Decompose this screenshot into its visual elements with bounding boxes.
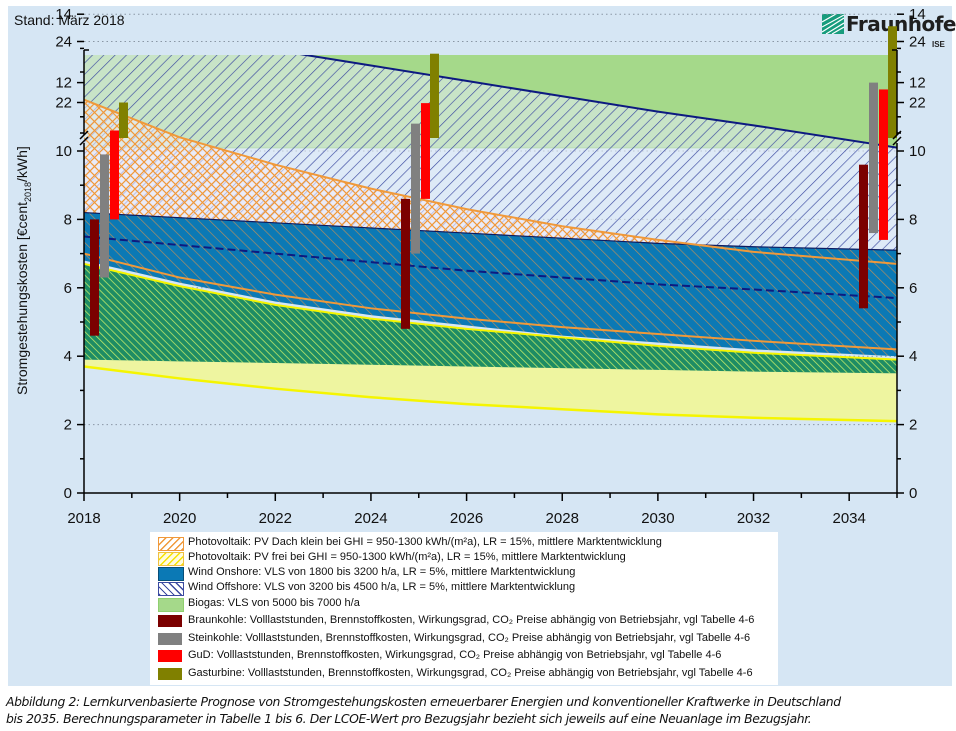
legend: Photovoltaik: PV Dach klein bei GHI = 95… (150, 532, 778, 685)
legend-label: Wind Onshore: VLS von 1800 bis 3200 h/a,… (188, 566, 576, 578)
legend-swatch (158, 668, 182, 680)
legend-swatch (158, 552, 184, 566)
line-pv-dach-lower (84, 252, 897, 351)
legend-swatch (158, 598, 184, 612)
legend-swatch (158, 633, 182, 645)
left-y-tick-label: 14 (55, 6, 72, 23)
legend-label: Wind Offshore: VLS von 3200 bis 4500 h/a… (188, 581, 576, 593)
right-y-tick-label: 0 (909, 485, 917, 502)
legend-swatch (158, 615, 182, 627)
fraunhofer-logo: Fraunhofer ISE (822, 12, 956, 56)
x-tick-label: 2018 (67, 510, 100, 527)
y-axis-label: Stromgestehungskosten [€cent2018/kWh] (14, 146, 33, 395)
bar-steinkohle-2025 (411, 123, 420, 254)
legend-swatch (158, 567, 184, 581)
line-pv-frei-upper (84, 262, 897, 361)
right-y-tick-label: 6 (909, 280, 917, 297)
left-y-tick-label: 10 (55, 143, 72, 160)
right-y-tick-label: 24 (909, 34, 926, 51)
left-y-tick-label: 24 (55, 34, 72, 51)
bar-gasturbine-2025-upper (430, 53, 439, 139)
x-tick-label: 2026 (450, 510, 483, 527)
bar-steinkohle-2018 (100, 154, 109, 278)
left-y-tick-label: 0 (64, 485, 72, 502)
line-pv-dach-upper (84, 98, 897, 265)
left-y-tick-label: 2 (64, 417, 72, 434)
bar-steinkohle-2035 (869, 82, 878, 234)
fraunhofer-logo-icon (822, 14, 844, 34)
logo-subtext: ISE (932, 40, 945, 49)
legend-label: Photovoltaik: PV Dach klein bei GHI = 95… (188, 536, 662, 548)
right-y-tick-label: 12 (909, 75, 926, 92)
x-tick-label: 2020 (163, 510, 196, 527)
legend-swatch (158, 650, 182, 662)
left-y-tick-label: 6 (64, 280, 72, 297)
bar-braunkohle-2025 (401, 198, 410, 329)
caption-line-1: Abbildung 2: Lernkurvenbasierte Prognose… (6, 694, 841, 709)
left-y-tick-label: 8 (64, 211, 72, 228)
line-wind-offshore-upper (299, 55, 897, 149)
right-y-tick-label: 22 (909, 95, 926, 112)
x-tick-label: 2028 (546, 510, 579, 527)
caption-line-2: bis 2035. Berechnungsparameter in Tabell… (6, 711, 812, 726)
left-axis-break-icon (79, 130, 89, 146)
bar-gasturbine-2018-upper (119, 102, 128, 138)
legend-swatch (158, 537, 184, 551)
band-pv-frei-hatch (84, 263, 897, 374)
right-y-tick-label: 8 (909, 211, 917, 228)
x-tick-label: 2034 (832, 510, 865, 527)
x-tick-label: 2022 (259, 510, 292, 527)
bar-gud-2018 (110, 130, 119, 220)
left-y-tick-label: 4 (64, 348, 72, 365)
bar-gud-2025 (421, 103, 430, 199)
bar-gud-2035 (879, 89, 888, 240)
band-wind-onshore-hatch (84, 212, 897, 357)
left-y-tick-label: 12 (55, 75, 72, 92)
line-wind-onshore-mid (84, 235, 897, 300)
legend-label: GuD: Volllaststunden, Brennstoffkosten, … (188, 649, 722, 661)
line-pv-frei-lower (84, 365, 897, 423)
right-y-tick-label: 14 (909, 6, 926, 23)
x-tick-label: 2030 (641, 510, 674, 527)
bands-layer (84, 55, 897, 423)
logo-text: Fraunhofer (846, 12, 956, 36)
right-y-tick-label: 2 (909, 417, 917, 434)
figure-caption: Abbildung 2: Lernkurvenbasierte Prognose… (6, 693, 956, 727)
x-tick-label: 2032 (737, 510, 770, 527)
bar-braunkohle-2018 (90, 219, 99, 336)
legend-label: Steinkohle: Volllaststunden, Brennstoffk… (188, 632, 751, 644)
left-y-tick-label: 22 (55, 95, 72, 112)
x-tick-label: 2024 (354, 510, 387, 527)
legend-label: Braunkohle: Volllaststunden, Brennstoffk… (188, 614, 755, 626)
legend-swatch (158, 582, 184, 596)
status-date: Stand: März 2018 (14, 12, 125, 28)
line-wind-onshore-upper (84, 211, 897, 251)
right-y-tick-label: 4 (909, 348, 917, 365)
legend-label: Biogas: VLS von 5000 bis 7000 h/a (188, 597, 360, 609)
legend-label: Photovoltaik: PV frei bei GHI = 950-1300… (188, 551, 626, 563)
legend-label: Gasturbine: Volllaststunden, Brennstoffk… (188, 667, 753, 679)
bars-layer (90, 26, 897, 336)
bar-braunkohle-2035 (859, 164, 868, 309)
bar-gasturbine-2035-upper (888, 26, 897, 138)
right-y-tick-label: 10 (909, 143, 926, 160)
